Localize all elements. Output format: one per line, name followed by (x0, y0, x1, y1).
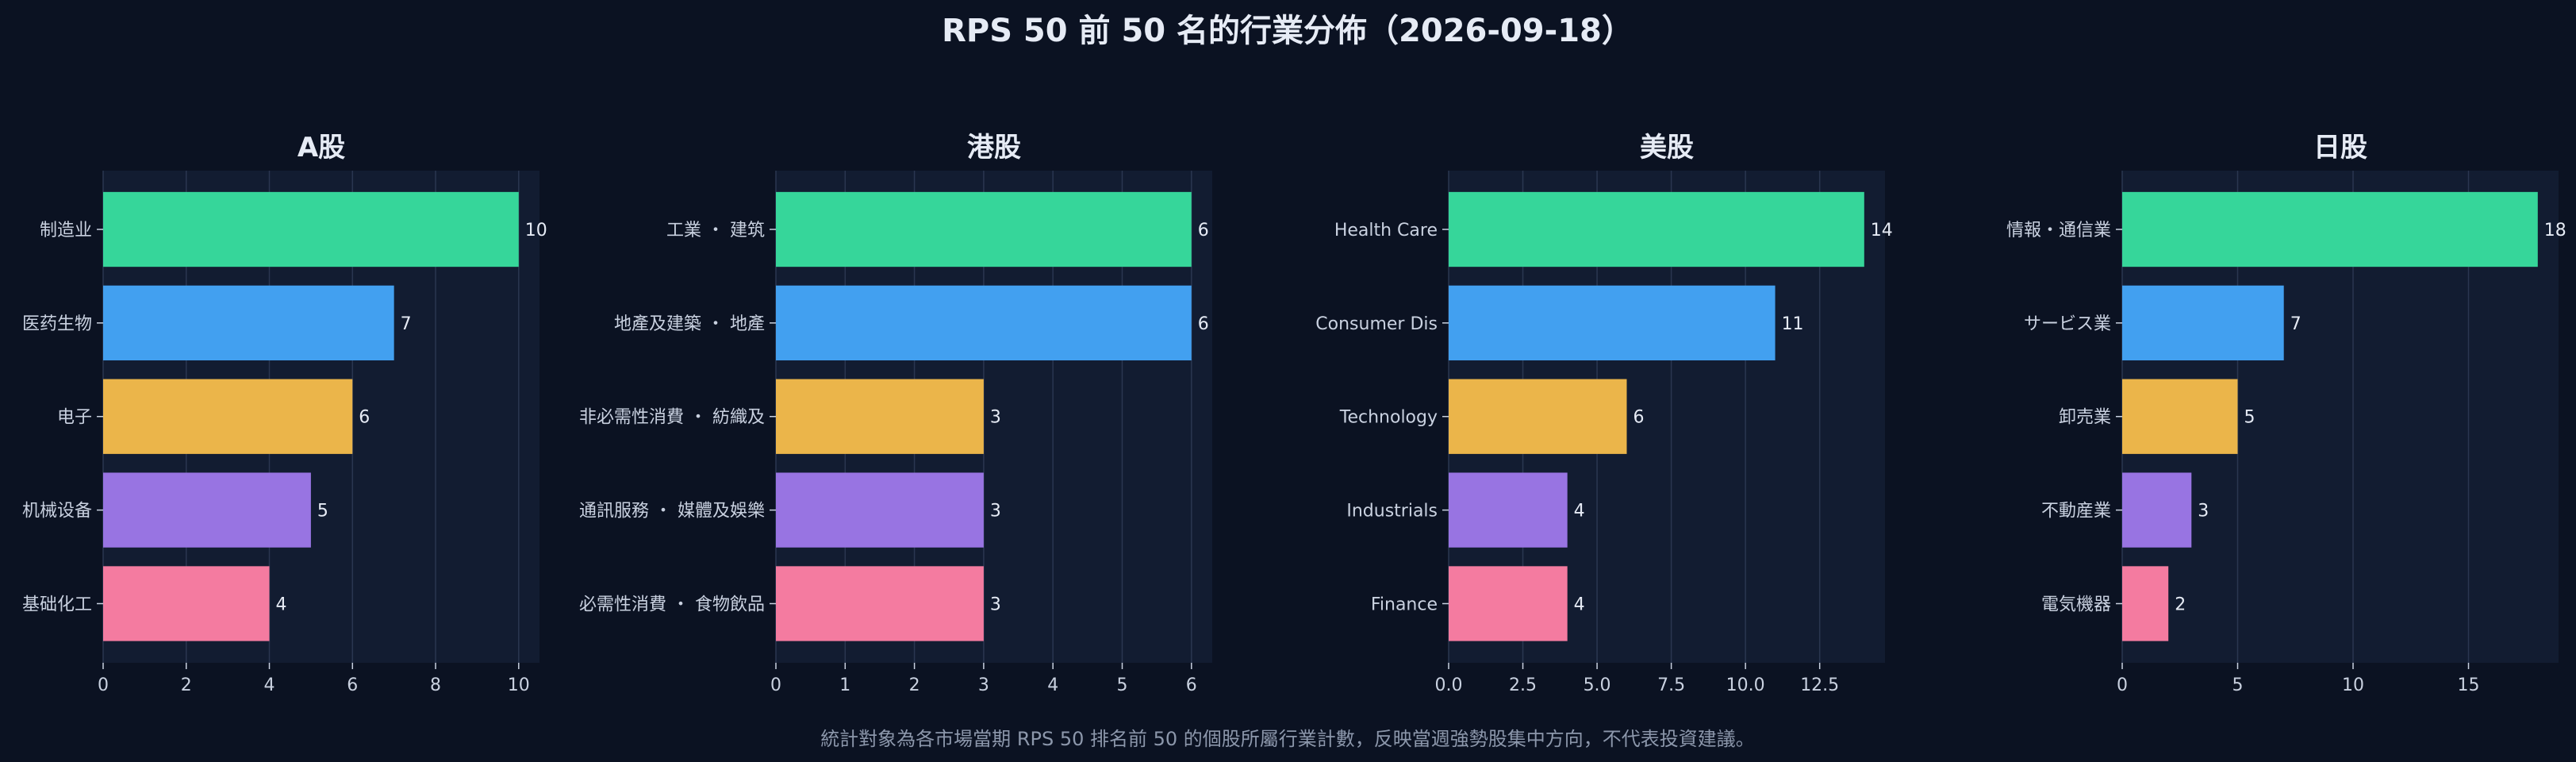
bar (1449, 191, 1864, 267)
x-tick-label: 10 (2342, 675, 2364, 695)
value-label: 7 (401, 314, 412, 334)
value-label: 6 (1633, 408, 1644, 428)
category-label: 工業 ・ 建筑 (666, 221, 765, 241)
value-label: 4 (1574, 502, 1585, 521)
category-label: 電気機器 (2041, 595, 2111, 614)
value-label: 4 (1574, 595, 1585, 614)
category-label: 基础化工 (22, 595, 92, 614)
x-tick-label: 12.5 (1800, 675, 1839, 695)
category-label: サービス業 (2024, 314, 2111, 334)
category-label: 必需性消費 ・ 食物飲品 (579, 595, 765, 614)
category-label: 非必需性消費 ・ 紡織及 (579, 408, 765, 428)
value-label: 3 (990, 595, 1001, 614)
x-tick-label: 4 (264, 675, 275, 695)
x-tick-label: 5.0 (1584, 675, 1611, 695)
value-label: 5 (317, 502, 328, 521)
x-tick-label: 5 (1117, 675, 1128, 695)
bar (103, 379, 353, 454)
bar (2122, 566, 2169, 641)
x-tick-label: 0 (98, 675, 109, 695)
x-tick-label: 2.5 (1509, 675, 1537, 695)
category-label: 医药生物 (22, 314, 92, 334)
figure-title: RPS 50 前 50 名的行業分佈（2026-09-18） (942, 13, 1634, 49)
value-label: 6 (359, 408, 370, 428)
category-label: 地產及建築 ・ 地產 (614, 314, 765, 334)
value-label: 3 (990, 408, 1001, 428)
x-tick-label: 0 (770, 675, 781, 695)
panel-title: A股 (298, 132, 345, 164)
value-label: 6 (1198, 314, 1209, 334)
x-tick-label: 10.0 (1726, 675, 1765, 695)
x-tick-label: 5 (2232, 675, 2244, 695)
category-label: Health Care (1334, 221, 1438, 241)
bar (1449, 472, 1568, 548)
x-tick-label: 4 (1047, 675, 1058, 695)
value-label: 6 (1198, 221, 1209, 241)
bar (776, 191, 1192, 267)
value-label: 3 (2198, 502, 2209, 521)
value-label: 7 (2290, 314, 2302, 334)
bar (103, 285, 394, 361)
bar (776, 472, 984, 548)
bar (776, 379, 984, 454)
x-tick-label: 8 (430, 675, 441, 695)
x-tick-label: 2 (181, 675, 192, 695)
value-label: 4 (276, 595, 287, 614)
x-tick-label: 6 (1186, 675, 1197, 695)
bar (2122, 472, 2192, 548)
x-tick-label: 2 (909, 675, 920, 695)
bar (103, 566, 270, 641)
category-label: Consumer Dis (1315, 314, 1438, 334)
bar (776, 566, 984, 641)
value-label: 10 (525, 221, 547, 241)
value-label: 18 (2544, 221, 2566, 241)
value-label: 2 (2175, 595, 2186, 614)
chart-panel-3: 美股 Health Care 14 Consumer Dis 11 Technology 6… (1315, 132, 1893, 695)
category-label: 机械设备 (22, 502, 92, 521)
value-label: 3 (990, 502, 1001, 521)
bar (776, 285, 1192, 361)
category-label: 不動産業 (2041, 502, 2111, 521)
x-tick-label: 7.5 (1657, 675, 1685, 695)
bar (1449, 566, 1568, 641)
bar (1449, 285, 1776, 361)
x-tick-label: 0.0 (1435, 675, 1463, 695)
bar (103, 472, 311, 548)
x-tick-label: 1 (839, 675, 850, 695)
value-label: 5 (2244, 408, 2255, 428)
footnote: 統計對象為各市場當期 RPS 50 排名前 50 的個股所屬行業計數，反映當週強… (820, 728, 1755, 750)
category-label: Technology (1339, 408, 1438, 428)
category-label: Finance (1371, 595, 1438, 614)
value-label: 14 (1871, 221, 1893, 241)
panel-title: 美股 (1640, 132, 1694, 164)
value-label: 11 (1782, 314, 1804, 334)
bar (2122, 191, 2538, 267)
panel-title: 日股 (2313, 132, 2367, 164)
category-label: 电子 (57, 408, 92, 428)
category-label: 情報・通信業 (2006, 221, 2111, 241)
category-label: 通訊服務 ・ 媒體及娛樂 (579, 502, 765, 521)
x-tick-label: 3 (978, 675, 989, 695)
x-tick-label: 6 (347, 675, 358, 695)
category-label: 卸売業 (2059, 408, 2111, 428)
x-tick-label: 0 (2117, 675, 2128, 695)
bar (1449, 379, 1627, 454)
x-tick-label: 15 (2458, 675, 2480, 695)
x-tick-label: 10 (508, 675, 530, 695)
panel-title: 港股 (967, 132, 1021, 164)
bar (103, 191, 519, 267)
bar (2122, 285, 2284, 361)
bar (2122, 379, 2238, 454)
category-label: 制造业 (40, 221, 92, 241)
category-label: Industrials (1346, 502, 1438, 521)
